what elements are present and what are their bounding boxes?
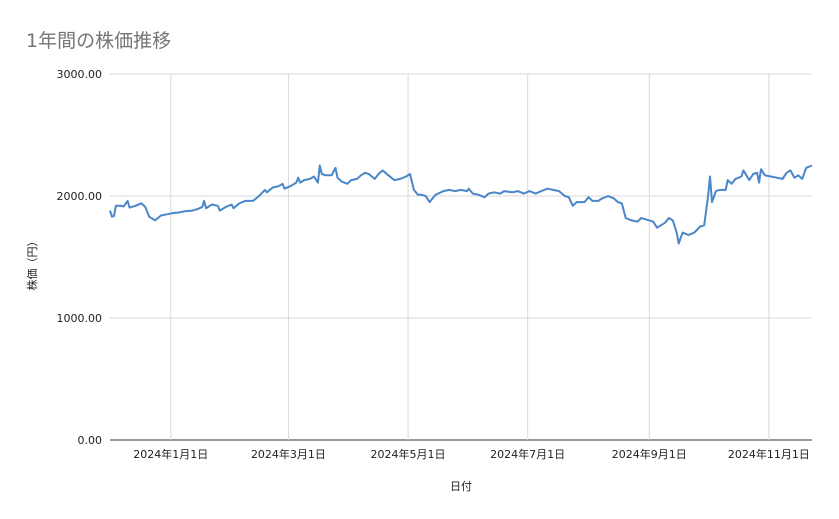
x-tick-label: 2024年9月1日 <box>612 447 687 461</box>
x-tick-label: 2024年7月1日 <box>490 447 565 461</box>
y-axis-title: 株価（円） <box>25 236 39 291</box>
x-tick-label: 2024年3月1日 <box>251 447 326 461</box>
y-axis-tick-labels: 0.00 1000.00 2000.00 3000.00 <box>57 68 103 447</box>
y-tick-label: 1000.00 <box>57 312 103 325</box>
x-axis-tick-labels: 2024年1月1日 2024年3月1日 2024年5月1日 2024年7月1日 2024… <box>133 447 810 461</box>
series-line <box>109 164 813 245</box>
x-tick-label: 2024年11月1日 <box>728 447 810 461</box>
vertical-gridlines <box>170 74 770 440</box>
chart-title: 1年間の株価推移 <box>26 30 172 52</box>
x-tick-label: 2024年5月1日 <box>371 447 446 461</box>
y-tick-label: 0.00 <box>78 434 103 447</box>
x-axis-title: 日付 <box>450 480 472 493</box>
y-tick-label: 3000.00 <box>57 68 103 81</box>
x-tick-label: 2024年1月1日 <box>133 447 208 461</box>
y-tick-label: 2000.00 <box>57 190 103 203</box>
horizontal-gridlines <box>110 73 812 441</box>
